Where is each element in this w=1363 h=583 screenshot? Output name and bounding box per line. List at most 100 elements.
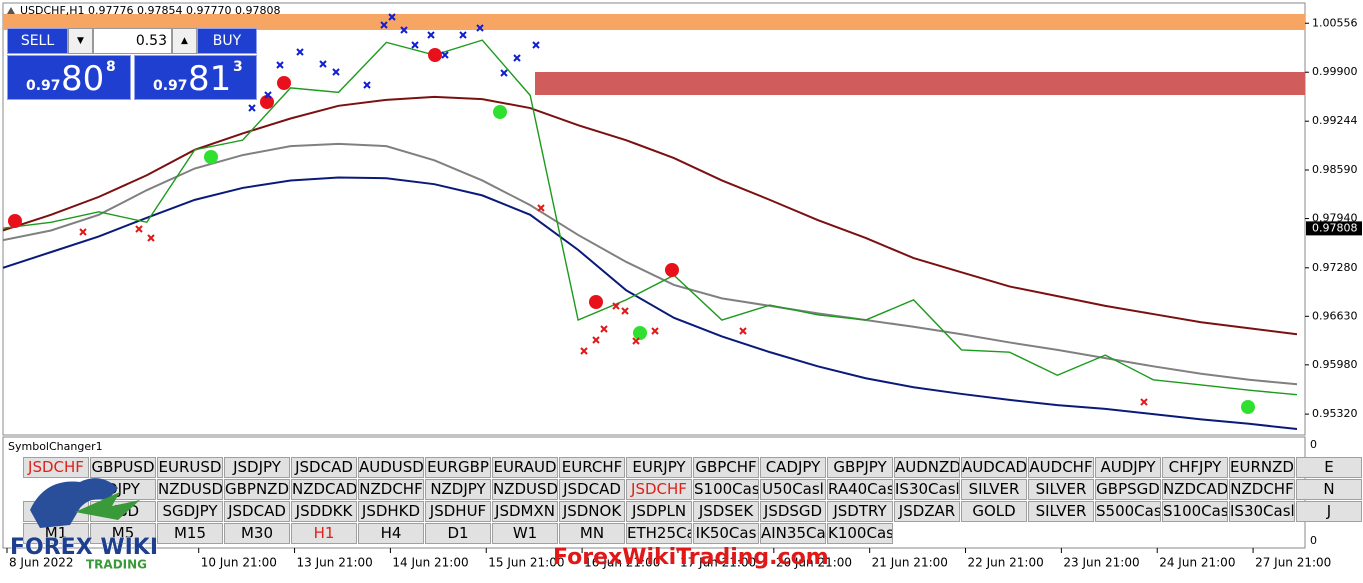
symbol-button[interactable]: NZDCAD [291, 479, 357, 500]
symbol-button[interactable]: MN [559, 523, 625, 544]
symbol-button[interactable]: JSDMXN [492, 501, 558, 522]
symbol-button[interactable]: JSDZAR [894, 501, 960, 522]
symbol-button[interactable]: AUDNZD [894, 457, 960, 478]
collapse-icon [7, 7, 15, 14]
symbol-button[interactable]: CADJPY [760, 457, 826, 478]
symbol-button[interactable]: NZDCHF [1229, 479, 1295, 500]
symbol-button[interactable]: JSDTRY [827, 501, 893, 522]
symbol-button[interactable]: SILVER [1028, 501, 1094, 522]
symbol-button[interactable]: NZDUSD [492, 479, 558, 500]
symbol-button[interactable]: S100Cas [693, 479, 759, 500]
y-tick-label: 0.99900 [1312, 65, 1358, 78]
symbol-button[interactable]: GBPSGD [1095, 479, 1161, 500]
sell-signal [8, 214, 22, 228]
symbol-button[interactable]: GBPJPY [827, 457, 893, 478]
symbol-button[interactable]: AUDUSD [358, 457, 424, 478]
symbol-button[interactable]: EURAUD [492, 457, 558, 478]
symbol-button[interactable]: W1 [492, 523, 558, 544]
cross-mark [621, 307, 629, 315]
symbol-button[interactable]: EURNZD [1229, 457, 1295, 478]
symbol-button[interactable]: JSDHKD [358, 501, 424, 522]
symbol-button[interactable]: EURGBP [425, 457, 491, 478]
y-tick-label: 0.98590 [1312, 163, 1358, 176]
symbol-button[interactable]: IK50Cas [693, 523, 759, 544]
symbol-button[interactable]: EURJPY [626, 457, 692, 478]
symbol-button[interactable]: JSDSEK [693, 501, 759, 522]
ask-box[interactable]: 0.97 81 3 [134, 55, 257, 100]
cross-mark [147, 234, 155, 242]
symbol-button[interactable]: NZDJPY [425, 479, 491, 500]
symbol-button[interactable]: JSDCHF [626, 479, 692, 500]
symbol-button[interactable]: AIN35Ca [760, 523, 826, 544]
buy-signal [633, 326, 647, 340]
symbol-button[interactable]: JSDSGD [760, 501, 826, 522]
symbol-button[interactable]: GBPCHF [693, 457, 759, 478]
symbol-button[interactable]: NZDCHF [358, 479, 424, 500]
x-tick-label: 27 Jun 21:00 [1255, 556, 1331, 570]
resistance-zone [535, 72, 1305, 95]
symbol-button[interactable]: S100Cas [1162, 501, 1228, 522]
symbol-button[interactable]: H1 [291, 523, 357, 544]
symbol-button[interactable]: SGDJPY [157, 501, 223, 522]
symbol-button[interactable]: JSDHUF [425, 501, 491, 522]
x-tick-label: 10 Jun 21:00 [201, 556, 277, 570]
symbol-button[interactable]: D1 [425, 523, 491, 544]
symbol-button[interactable]: J [1296, 501, 1362, 522]
supply-zone [3, 14, 1305, 30]
indicator-scale: 0 [1310, 534, 1317, 547]
symbol-button[interactable]: JSDPLN [626, 501, 692, 522]
symbol-button[interactable]: N [1296, 479, 1362, 500]
sell-signal [428, 48, 442, 62]
symbol-button[interactable]: SILVER [961, 479, 1027, 500]
symbol-button[interactable]: CHFJPY [1162, 457, 1228, 478]
symbol-button[interactable]: AUDJPY [1095, 457, 1161, 478]
symbol-button[interactable]: JSDJPY [224, 457, 290, 478]
x-tick-label: 24 Jun 21:00 [1159, 556, 1235, 570]
cross-mark [580, 347, 588, 355]
bid-main: 80 [61, 59, 105, 99]
symbol-button[interactable]: JSDCHF [23, 457, 89, 478]
ask-main: 81 [188, 59, 232, 99]
symbol-button[interactable]: M15 [157, 523, 223, 544]
symbol-button[interactable]: M5 [90, 523, 156, 544]
symbol-button[interactable]: JSDCAD [224, 501, 290, 522]
buy-button[interactable]: BUY [197, 28, 257, 54]
symbol-button[interactable]: NZDCAD [1162, 479, 1228, 500]
symbol-button[interactable]: M1 [23, 523, 89, 544]
symbol-button[interactable]: JSDDKK [291, 501, 357, 522]
ask-sup: 3 [233, 59, 243, 75]
symbol-button[interactable]: GBPNZD [224, 479, 290, 500]
symbol-button[interactable]: S500Cas [1095, 501, 1161, 522]
sell-button[interactable]: SELL [7, 28, 68, 54]
x-tick-label: 13 Jun 21:00 [297, 556, 373, 570]
symbol-button[interactable]: GBPUSD [90, 457, 156, 478]
symbol-button[interactable]: AUDCAD [961, 457, 1027, 478]
cross-mark [532, 41, 540, 49]
symbol-button[interactable]: K100Cas [827, 523, 893, 544]
lot-down[interactable]: ▼ [68, 28, 93, 54]
symbol-button[interactable]: U50Casl [760, 479, 826, 500]
bid-box[interactable]: 0.97 80 8 [7, 55, 131, 100]
symbol-button[interactable]: H4 [358, 523, 424, 544]
symbol-button[interactable]: EURUSD [157, 457, 223, 478]
symbol-button[interactable]: IS30Casl [1229, 501, 1295, 522]
lot-input[interactable]: 0.53 [93, 28, 172, 54]
cross-mark [248, 104, 256, 112]
lot-up[interactable]: ▲ [172, 28, 197, 54]
symbol-button[interactable]: AUDCHF [1028, 457, 1094, 478]
symbol-button[interactable]: RA40Cas [827, 479, 893, 500]
buy-signal [204, 150, 218, 164]
symbol-button[interactable]: SILVER [1028, 479, 1094, 500]
symbol-button[interactable]: ETH25Ca [626, 523, 692, 544]
symbol-button[interactable]: JSDNOK [559, 501, 625, 522]
symbol-button[interactable]: JSDCAD [559, 479, 625, 500]
symbol-button[interactable]: IS30Casl [894, 479, 960, 500]
symbol-button[interactable]: NZDUSD [157, 479, 223, 500]
symbol-button[interactable]: M30 [224, 523, 290, 544]
symbol-button[interactable]: E [1296, 457, 1362, 478]
symbol-button[interactable]: EURCHF [559, 457, 625, 478]
symbol-button[interactable]: JSDCAD [291, 457, 357, 478]
symbol-button[interactable]: GOLD [961, 501, 1027, 522]
last-price-label: 0.97808 [1312, 221, 1358, 234]
